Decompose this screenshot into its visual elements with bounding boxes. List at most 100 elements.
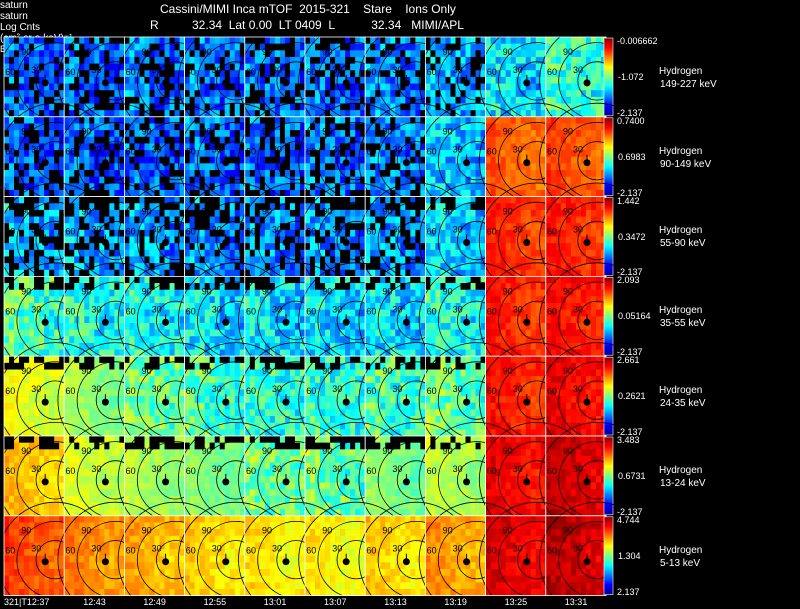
contour-label: 60	[246, 306, 256, 316]
heatmap-panel: 90 60 30	[539, 422, 620, 538]
time-tick-label: 13:13	[384, 597, 407, 607]
colorbar	[603, 277, 614, 356]
colorbar-mid-label: 0.6731	[618, 470, 646, 481]
colorbar-mid-label: 0.05164	[618, 311, 651, 322]
colorbar-top-label: 1.442	[617, 195, 640, 206]
heatmap-panel: 90 60 30	[539, 182, 620, 299]
contour-label: 60	[306, 227, 316, 237]
contour-label: 90	[142, 366, 152, 376]
contour-label: 30	[91, 464, 101, 474]
colorbar-top-label: 2.093	[617, 275, 640, 286]
contour-label: 90	[322, 526, 332, 536]
contour-label: 90	[262, 127, 272, 137]
contour-label: 90	[443, 286, 453, 296]
heatmap-panel: 90 60 30	[418, 421, 535, 538]
time-tick-label: 13:07	[324, 597, 347, 607]
contour-label: 30	[513, 145, 523, 155]
heatmap-panel: 90 60 30	[177, 421, 294, 538]
contour-label: 30	[453, 384, 463, 394]
colorbar-bottom-label: -2.137	[617, 506, 643, 517]
heatmap-panel: 90 60 30	[0, 102, 114, 219]
colorbar	[603, 436, 614, 516]
contour-label: 30	[152, 225, 162, 235]
contour-label: 30	[272, 225, 282, 235]
contour-label: 90	[382, 446, 392, 456]
contour-label: 90	[81, 286, 91, 296]
colorbar-bottom-label: -2.137	[617, 347, 643, 358]
contour-label: 30	[212, 464, 222, 474]
colorbar-mid-label: 1.304	[618, 550, 641, 561]
colorbar-top-label: 0.7400	[617, 115, 645, 126]
colorbar-top-label: 4.744	[617, 514, 640, 525]
contour-label: 90	[81, 446, 91, 456]
header-line2: R 32.34 Lat 0.00 LT 0409 L 32.34 MIMI/AP…	[150, 18, 464, 32]
contour-label: 90	[322, 127, 332, 137]
contour-label: 60	[65, 227, 75, 237]
contour-label: 60	[246, 546, 256, 556]
contour-label: 90	[21, 286, 31, 296]
colorbar-top-label: -0.006662	[617, 36, 658, 46]
contour-label: 90	[563, 127, 573, 137]
heatmap-panel: 90 60 30	[478, 182, 595, 299]
contour-label: 60	[65, 386, 75, 396]
contour-label: 30	[453, 225, 463, 235]
contour-label: 90	[262, 286, 272, 296]
contour-label: 90	[202, 446, 212, 456]
heatmap-panel: 90 60 30	[0, 422, 114, 538]
time-tick-label: 12:43	[83, 597, 106, 607]
energy-label: 35-55 keV	[660, 318, 706, 330]
contour-label: 30	[212, 65, 222, 75]
heatmap-panel: 90 60 30	[358, 421, 475, 538]
contour-label: 30	[573, 65, 583, 75]
energy-label: 55-90 keV	[660, 238, 706, 250]
contour-label: 90	[202, 366, 212, 376]
contour-label: 30	[31, 384, 41, 394]
contour-label: 30	[212, 544, 222, 554]
contour-label: 30	[392, 384, 402, 394]
contour-label: 90	[443, 446, 453, 456]
contour-label: 60	[5, 147, 15, 157]
contour-label: 90	[382, 366, 392, 376]
species-label: Hydrogen	[659, 544, 703, 556]
contour-label: 60	[306, 546, 316, 556]
contour-label: 60	[487, 147, 497, 157]
colorbar	[603, 516, 614, 595]
contour-label: 60	[126, 386, 136, 396]
contour-label: 30	[332, 225, 342, 235]
heatmap-panel: 90 60 30	[117, 262, 234, 379]
contour-label: 90	[382, 127, 392, 137]
heatmap-panel: 90 60 30	[478, 342, 595, 459]
heatmap-panel: 90 60 30	[57, 421, 174, 538]
contour-label: 30	[212, 145, 222, 155]
contour-label: 60	[126, 147, 136, 157]
contour-label: 30	[513, 384, 523, 394]
contour-label: 30	[31, 225, 41, 235]
contour-label: 30	[573, 464, 583, 474]
contour-label: 30	[392, 304, 402, 314]
heatmap-panel: 90 60 30	[418, 342, 535, 459]
contour-label: 60	[65, 466, 75, 476]
contour-label: 60	[487, 306, 497, 316]
contour-label: 30	[152, 65, 162, 75]
contour-label: 90	[21, 446, 31, 456]
colorbar-bottom-label: -2.137	[617, 187, 643, 198]
contour-label: 90	[563, 47, 573, 57]
contour-label: 60	[126, 466, 136, 476]
colorbar-top-label: 3.483	[617, 435, 640, 445]
heatmap-panel: 90 60 30	[358, 182, 475, 299]
energy-label: 5-13 keV	[660, 557, 701, 569]
heatmap-panel: 90 60 30	[298, 35, 415, 139]
contour-label: 30	[513, 225, 523, 235]
heatmap-panel: 90 60 30	[539, 501, 620, 599]
contour-label: 60	[427, 466, 437, 476]
contour-label: 60	[366, 227, 376, 237]
contour-label: 30	[272, 65, 282, 75]
contour-label: 30	[91, 65, 101, 75]
heatmap-panel: 90 60 30	[298, 342, 415, 459]
contour-label: 60	[366, 147, 376, 157]
contour-label: 90	[262, 366, 272, 376]
heatmap-panel: 90 60 30	[478, 501, 595, 599]
heatmap-panel: 90 60 30	[117, 35, 234, 139]
contour-label: 60	[246, 386, 256, 396]
contour-label: 60	[487, 386, 497, 396]
